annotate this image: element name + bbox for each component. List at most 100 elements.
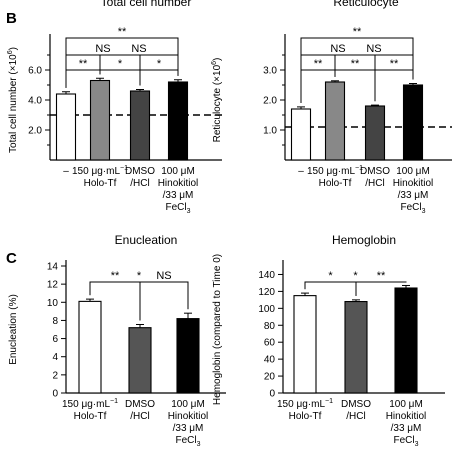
y-tick-label: 2 (52, 370, 58, 381)
y-tick-label: 4.0 (28, 96, 42, 107)
significance-label: NS (131, 43, 146, 55)
y-axis-label: Enucleation (%) (8, 294, 19, 365)
x-label-holo-line2: Holo-Tf (289, 411, 322, 422)
x-label-holo-sup: −1 (120, 165, 128, 172)
x-tick-label: 100 μM (171, 399, 205, 410)
x-label-hino-line4: FeCl (175, 435, 196, 446)
x-tick-label: /HCl (365, 178, 384, 189)
significance-bracket (304, 281, 357, 296)
significance-label: ** (351, 58, 360, 70)
significance-bracket (65, 37, 179, 88)
significance-bracket (139, 281, 189, 321)
x-label-hino-line4: FeCl (400, 202, 421, 213)
bar (394, 287, 418, 394)
bar (89, 79, 111, 161)
x-label-holo-sup: −1 (355, 165, 363, 172)
bar (364, 105, 386, 161)
x-label-hino-line2: Hinokitiol (393, 178, 434, 189)
x-label-holo-line1: 150 μg·mL (277, 399, 325, 410)
x-tick-label: Holo-Tf (289, 411, 322, 422)
y-axis-label: Total cell number (×106) (7, 47, 19, 153)
significance-label: * (118, 58, 123, 70)
significance-label: ** (111, 270, 120, 282)
x-tick-label: DMSO (125, 166, 155, 177)
x-label-holo-line1: 150 μg·mL (307, 166, 355, 177)
x-tick-label: Hinokitiol (158, 178, 199, 189)
x-tick-label: /HCl (130, 178, 149, 189)
chart-total-cell-number: Total cell number 2.0 4.0 6.0 Total cell num… (7, 0, 222, 215)
x-label-dmso-line2: /HCl (130, 178, 149, 189)
chart-title: Total cell number (101, 0, 192, 9)
y-tick-label: 14 (47, 262, 59, 273)
significance-label: * (353, 270, 358, 282)
x-tick-label: /33 μM (398, 190, 429, 201)
x-tick-label: – (298, 166, 304, 177)
x-tick-label: 100 μM (396, 166, 430, 177)
y-axis-label-sup: 6 (211, 61, 218, 65)
y-axis-label: Hemoglobin (compared to Time 0) (212, 254, 223, 405)
x-tick-label: /33 μM (391, 423, 422, 434)
bar (129, 90, 151, 161)
x-label-holo-line2: Holo-Tf (74, 411, 107, 422)
bar (78, 300, 102, 394)
y-axis-label-text: Hemoglobin (compared to Time 0) (212, 254, 223, 405)
x-tick-label: Hinokitiol (386, 411, 427, 422)
x-label-hino-line2: Hinokitiol (158, 178, 199, 189)
x-tick-label: 150 μg·mL−1 (72, 165, 128, 177)
x-tick-label: – (63, 166, 69, 177)
significance-bracket (334, 54, 414, 80)
y-tick-label: 3.0 (263, 66, 277, 77)
chart-title: Hemoglobin (332, 233, 396, 247)
y-axis-label-text: Reticulocyte (×10 (212, 64, 223, 142)
y-tick-label: 140 (258, 270, 275, 281)
chart-hemoglobin: Hemoglobin 0 20 40 60 80 100 120 140 Hemoglobin (… (212, 233, 445, 448)
y-axis-label-tail: ) (212, 58, 223, 61)
x-tick-label: Holo-Tf (74, 411, 107, 422)
x-tick-label: Holo-Tf (319, 178, 352, 189)
x-tick-label: /HCl (130, 411, 149, 422)
x-label-hino-sub: 3 (197, 441, 201, 448)
y-tick-label: 10 (47, 298, 59, 309)
x-label-hino-line1: 100 μM (389, 399, 423, 410)
y-tick-label: 6 (52, 334, 58, 345)
x-label-holo-line2: Holo-Tf (319, 178, 352, 189)
x-label-hino-line4: FeCl (165, 202, 186, 213)
bar (290, 108, 312, 161)
significance-bracket (89, 281, 189, 310)
x-tick-label: 150 μg·mL−1 (62, 398, 118, 410)
y-tick-label: 12 (47, 280, 59, 291)
significance-label: NS (366, 43, 381, 55)
x-tick-label: Hinokitiol (393, 178, 434, 189)
chart-title: Reticulocyte (333, 0, 399, 9)
x-label-hino-line2: Hinokitiol (386, 411, 427, 422)
x-tick-label: FeCl3 (400, 202, 425, 215)
bar (344, 301, 368, 394)
y-tick-label: 80 (264, 321, 276, 332)
y-axis-label-tail: ) (8, 47, 19, 50)
significance-bracket (304, 281, 407, 290)
y-axis-label-sup: 6 (7, 50, 14, 54)
y-tick-label: 0 (269, 389, 275, 400)
significance-label: ** (79, 58, 88, 70)
x-tick-label: Holo-Tf (84, 178, 117, 189)
y-axis-label: Reticulocyte (×106) (211, 58, 223, 143)
panel-label-b: B (6, 10, 17, 27)
x-tick-label: /33 μM (173, 423, 204, 434)
bar (293, 295, 317, 394)
panel-label-c: C (6, 250, 17, 267)
x-label-holo-sup: −1 (325, 398, 333, 405)
x-tick-label: 100 μM (389, 399, 423, 410)
x-label-hino-sub: 3 (187, 208, 191, 215)
x-tick-label: FeCl3 (175, 435, 200, 448)
x-label-hino-line1: 100 μM (161, 166, 195, 177)
x-tick-label: 100 μM (161, 166, 195, 177)
x-tick-label: FeCl3 (393, 435, 418, 448)
significance-label: ** (353, 26, 362, 38)
y-tick-label: 0 (52, 389, 58, 400)
y-tick-label: 40 (264, 355, 276, 366)
bar (55, 93, 77, 161)
chart-enucleation: Enucleation 0 2 4 6 8 10 12 14 Enucleation (%) ** N… (8, 233, 226, 448)
x-label-dmso-line1: DMSO (341, 399, 371, 410)
significance-label: NS (156, 270, 171, 282)
